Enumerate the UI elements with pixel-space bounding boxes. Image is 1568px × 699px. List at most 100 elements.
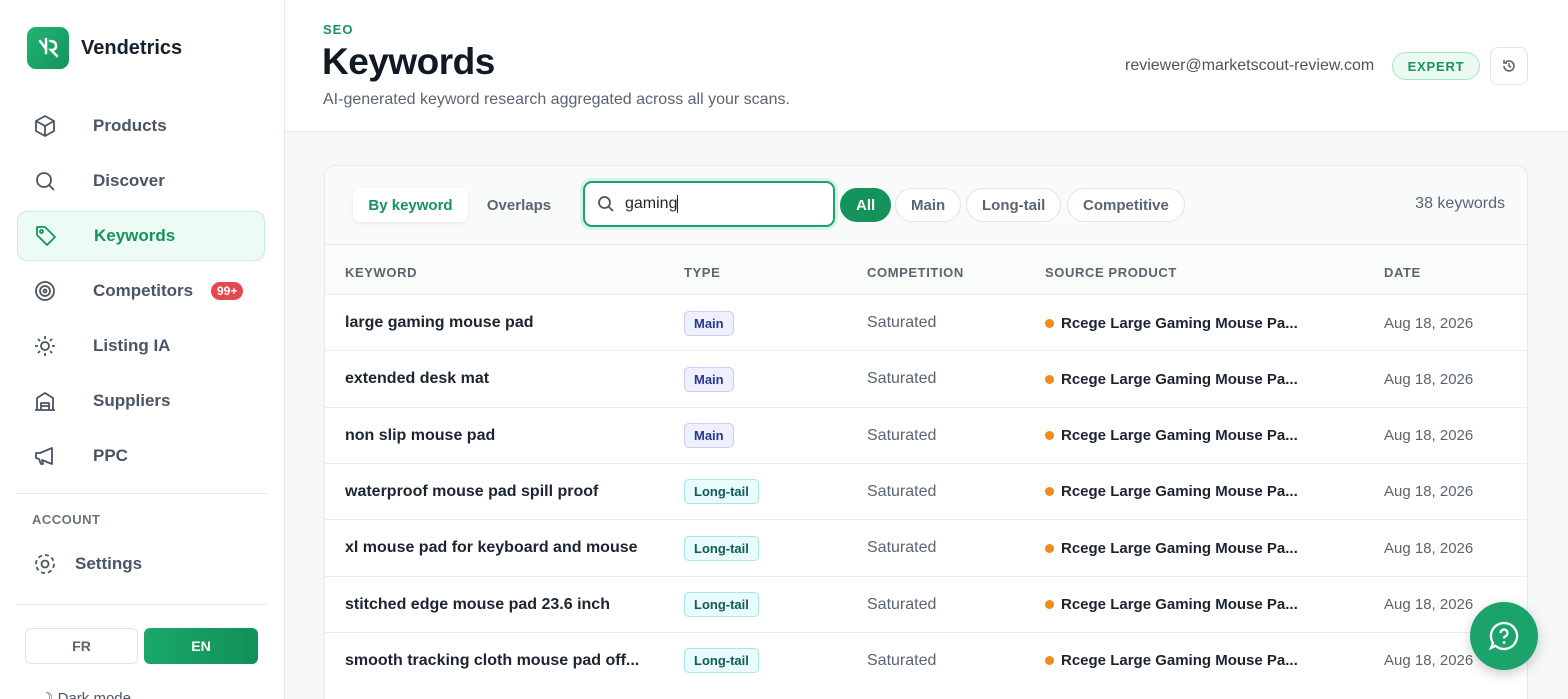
competition: Saturated [867,595,937,613]
keyword: xl mouse pad for keyboard and mouse [345,539,638,557]
nav-label: PPC [93,446,128,465]
source-product: Rcege Large Gaming Mouse Pa... [1061,370,1298,388]
source-product: Rcege Large Gaming Mouse Pa... [1061,652,1298,670]
table-header: KEYWORD TYPE COMPETITION SOURCE PRODUCT DATE [325,245,1527,294]
help-button[interactable] [1470,602,1538,670]
dark-mode[interactable]: ☽ Dark mode [40,689,131,699]
icon [33,334,75,358]
nav-item[interactable]: Suppliers [17,376,265,426]
filter-pill[interactable]: Main [895,188,962,222]
competition: Saturated [867,539,937,557]
caret [677,195,679,213]
competition: Saturated [867,482,937,500]
toolbar: By keyword Overlaps gaming All Main Long-t… [325,166,1527,244]
date: Aug 18, 2026 [1384,539,1474,557]
icon: ☽ [40,690,58,699]
table-row[interactable]: non slip mouse pad Main Saturated Rcege Lar… [325,406,1527,464]
lang-button[interactable]: FR [25,628,138,664]
plan-badge: EXPERT [1392,52,1480,80]
nav-item[interactable]: Competitors 99+ [17,266,265,316]
type-tag: Main [684,310,734,336]
source-product: Rcege Large Gaming Mouse Pa... [1061,483,1298,501]
icon-svg [35,447,53,465]
nav-item[interactable]: Settings [17,539,265,589]
divider [17,604,267,605]
icon [1503,60,1515,72]
table-row[interactable]: waterproof mouse pad spill proof Long-tai… [325,462,1527,520]
type-tag: Long-tail [684,479,759,505]
column-header: DATE [1384,265,1421,280]
icon-svg [36,226,56,246]
logo-mark [38,37,59,58]
page-title: Keywords [322,41,495,82]
nav-label: Competitors [93,281,194,300]
refresh-button[interactable] [1490,47,1528,85]
column-header: KEYWORD [345,265,418,280]
nav-item[interactable]: Discover [17,156,265,206]
filter-pill[interactable]: Long-tail [966,188,1062,222]
sidebar: Vendetrics Products Discover Keywords Compe… [0,0,285,699]
keyword: large gaming mouse pad [345,314,534,331]
filter-pill[interactable]: All [840,188,892,222]
date: Aug 18, 2026 [1384,596,1474,613]
source-product: Rcege Large Gaming Mouse Pa... [1061,596,1298,613]
keyword: extended desk mat [345,370,490,388]
source-dot [1045,543,1054,553]
result-count: 38 keywords [1415,195,1505,212]
nav-label: Products [93,116,167,135]
competition: Saturated [867,370,937,388]
icon [598,196,614,212]
nav-item[interactable]: Products [17,101,265,151]
view-tab[interactable]: By keyword [353,188,468,222]
column-header: COMPETITION [867,265,964,280]
divider [17,493,267,494]
icon [33,114,75,138]
header: SEO Keywords AI-generated keyword resear… [285,0,1568,132]
column-header: SOURCE PRODUCT [1045,265,1177,280]
icon-svg [35,392,55,411]
icon [35,554,55,574]
competition: Saturated [867,651,937,669]
date: Aug 18, 2026 [1384,483,1474,501]
type-tag: Long-tail [684,535,759,561]
lang-button[interactable]: EN [144,628,258,664]
source-product: Rcege Large Gaming Mouse Pa... [1061,539,1298,557]
icon [33,444,75,468]
table-row[interactable]: stitched edge mouse pad 23.6 inch Long-ta… [325,575,1527,633]
nav-label: Settings [75,554,143,573]
view-tab[interactable]: Overlaps [486,196,552,214]
source-product: Rcege Large Gaming Mouse Pa... [1061,427,1298,445]
nav-label: Listing IA [93,336,171,355]
icon-svg [35,281,55,301]
icon [34,224,76,248]
subtitle: AI-generated keyword research aggregated… [323,91,790,108]
table-row[interactable]: large gaming mouse pad Main Saturated Rcege… [325,294,1527,351]
nav-label: Discover [93,171,165,190]
competition: Saturated [867,314,937,331]
source-product: Rcege Large Gaming Mouse Pa... [1061,314,1298,332]
brand: Vendetrics [81,37,183,59]
logo [27,27,69,69]
date: Aug 18, 2026 [1384,427,1474,445]
nav-item[interactable]: Keywords [17,211,265,261]
dark-mode-label: Dark mode [57,690,131,699]
table-row[interactable]: extended desk mat Main Saturated Rcege Larg… [325,350,1527,407]
table-row[interactable]: smooth tracking cloth mouse pad off... Lo… [325,631,1527,689]
type-tag: Long-tail [684,592,759,617]
source-dot [1045,318,1054,328]
search-input[interactable]: gaming [583,181,835,227]
filter-pill[interactable]: Competitive [1067,188,1185,222]
nav-item[interactable]: Listing IA [17,321,265,371]
icon [33,279,75,303]
competition: Saturated [867,426,937,444]
source-dot [1045,374,1054,384]
column-header: TYPE [684,265,721,280]
table-row[interactable]: xl mouse pad for keyboard and mouse Long-… [325,519,1527,576]
user-email: reviewer@marketscout-review.com [1125,57,1375,74]
nav-item[interactable]: PPC [17,431,265,481]
icon [33,169,75,193]
type-tag: Main [684,366,734,392]
keyword: non slip mouse pad [345,426,496,444]
